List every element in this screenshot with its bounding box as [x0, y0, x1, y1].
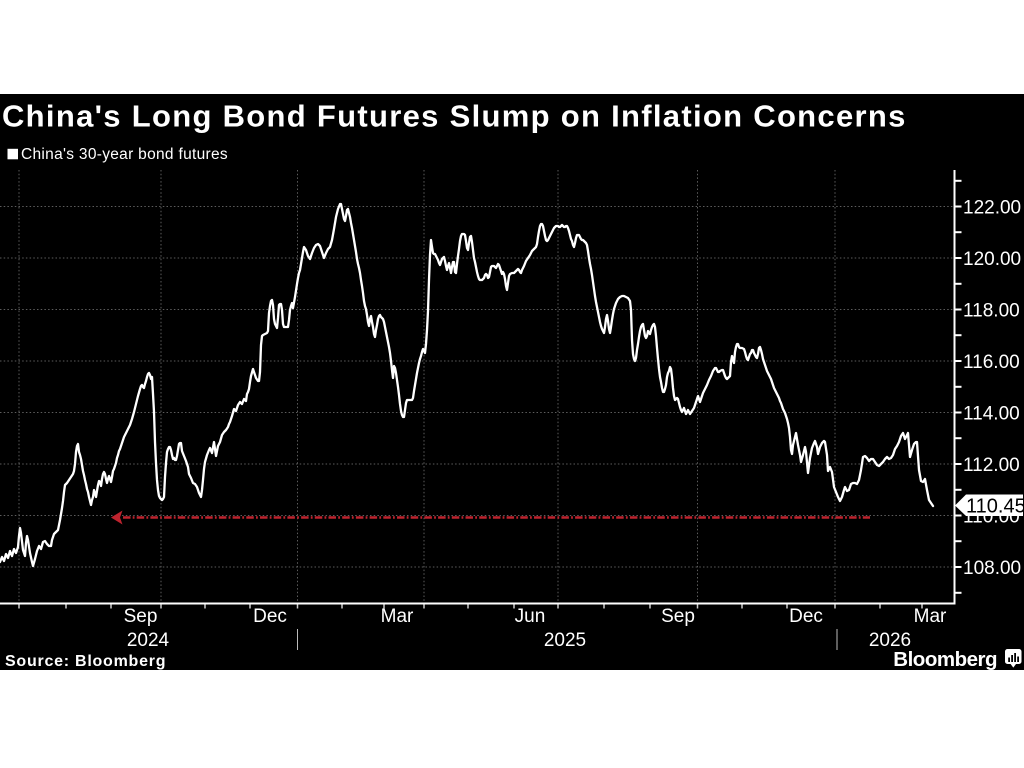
svg-text:Sep: Sep [661, 606, 695, 627]
svg-text:Mar: Mar [914, 606, 947, 627]
svg-text:Source: Bloomberg: Source: Bloomberg [5, 653, 166, 670]
svg-text:2026: 2026 [869, 630, 911, 651]
svg-text:122.00: 122.00 [963, 198, 1021, 219]
svg-text:114.00: 114.00 [963, 404, 1020, 425]
svg-text:China's 30-year bond futures: China's 30-year bond futures [21, 146, 228, 163]
svg-text:China's Long Bond Futures Slum: China's Long Bond Futures Slump on Infla… [2, 99, 907, 134]
svg-text:120.00: 120.00 [963, 249, 1021, 270]
svg-text:Dec: Dec [253, 606, 287, 627]
svg-text:108.00: 108.00 [963, 558, 1021, 579]
svg-text:Bloomberg: Bloomberg [893, 648, 997, 671]
svg-text:Dec: Dec [789, 606, 823, 627]
svg-text:2024: 2024 [127, 630, 170, 651]
svg-text:Sep: Sep [124, 606, 158, 627]
svg-text:Jun: Jun [515, 606, 546, 627]
svg-text:112.00: 112.00 [963, 455, 1020, 476]
svg-text:2025: 2025 [544, 630, 586, 651]
svg-text:118.00: 118.00 [963, 301, 1020, 322]
svg-text:110.45: 110.45 [966, 496, 1024, 518]
svg-text:Mar: Mar [381, 606, 414, 627]
svg-text:116.00: 116.00 [963, 352, 1020, 373]
